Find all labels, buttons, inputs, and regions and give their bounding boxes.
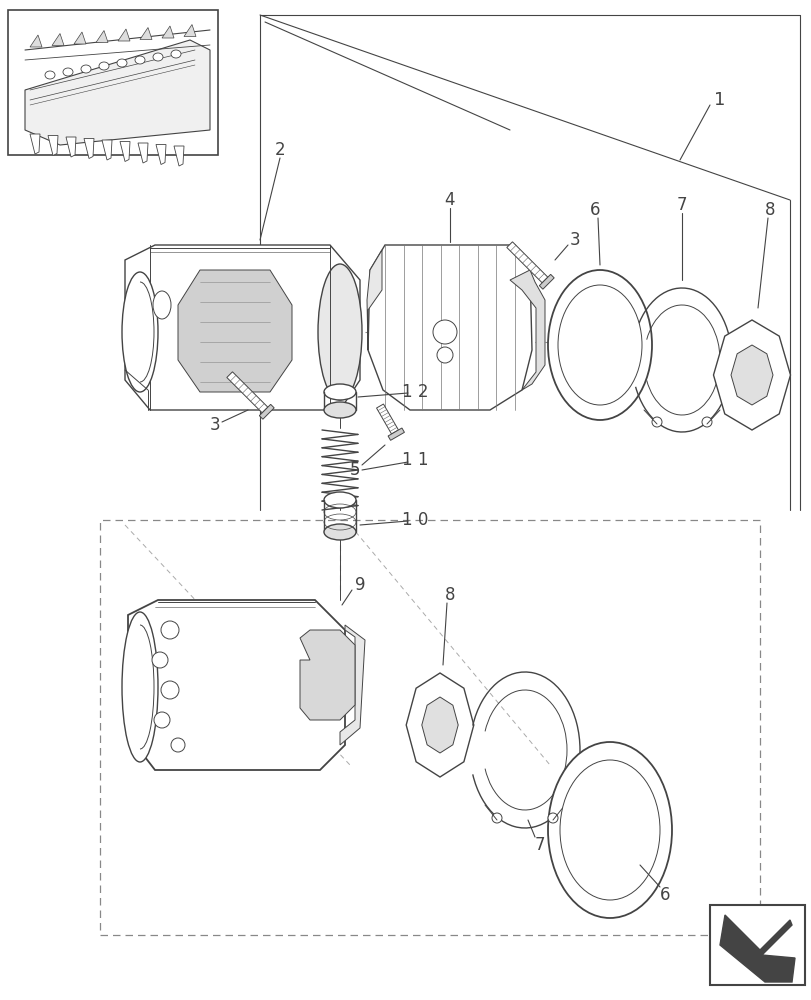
Polygon shape [509,270,544,390]
Text: 2: 2 [274,141,285,159]
Circle shape [702,417,711,427]
Polygon shape [139,28,152,40]
Polygon shape [52,34,64,46]
Ellipse shape [324,524,355,540]
Ellipse shape [324,492,355,508]
Polygon shape [730,345,772,405]
Polygon shape [138,143,148,163]
Circle shape [547,813,557,823]
Polygon shape [25,40,210,145]
Ellipse shape [152,53,163,61]
Text: 6: 6 [589,201,599,219]
Text: 7: 7 [534,836,544,854]
Circle shape [152,652,168,668]
Polygon shape [84,139,94,159]
Ellipse shape [135,56,145,64]
Ellipse shape [557,285,642,405]
Ellipse shape [318,264,362,400]
Ellipse shape [117,59,127,67]
Text: 1: 1 [714,91,725,109]
Circle shape [161,621,178,639]
Ellipse shape [122,272,158,392]
Text: 6: 6 [659,886,669,904]
Ellipse shape [99,62,109,70]
Polygon shape [388,428,404,440]
Text: 7: 7 [676,196,686,214]
Polygon shape [178,270,292,392]
Ellipse shape [45,71,55,79]
Bar [709,905,804,985]
Ellipse shape [547,742,672,918]
Circle shape [491,813,501,823]
Polygon shape [421,697,457,753]
Polygon shape [74,32,86,44]
Text: 3: 3 [209,416,220,434]
Polygon shape [719,915,794,982]
Bar [8,10,217,155]
Circle shape [432,320,457,344]
Circle shape [436,347,453,363]
Ellipse shape [324,384,355,400]
Polygon shape [118,29,130,41]
Polygon shape [30,35,42,47]
Polygon shape [102,140,112,160]
Polygon shape [48,136,58,156]
Circle shape [154,712,169,728]
Polygon shape [156,145,165,165]
Text: 5: 5 [350,461,360,479]
Polygon shape [506,242,547,283]
Polygon shape [226,372,268,413]
Text: 8: 8 [444,586,455,604]
Ellipse shape [547,270,651,420]
Ellipse shape [81,65,91,73]
Polygon shape [259,404,274,419]
Polygon shape [174,146,184,166]
Circle shape [161,681,178,699]
Circle shape [171,738,185,752]
Ellipse shape [324,402,355,418]
Ellipse shape [122,612,158,762]
Polygon shape [713,320,790,430]
Text: 1 0: 1 0 [401,511,427,529]
Ellipse shape [560,760,659,900]
Polygon shape [406,673,473,777]
Text: 9: 9 [354,576,365,594]
Text: 4: 4 [444,191,455,209]
Polygon shape [125,245,359,410]
Polygon shape [184,25,195,37]
Polygon shape [30,134,40,154]
Polygon shape [367,245,531,410]
Polygon shape [340,625,365,745]
Polygon shape [299,630,354,720]
Ellipse shape [63,68,73,76]
Text: 1 1: 1 1 [401,451,427,469]
Polygon shape [376,404,398,434]
Polygon shape [66,137,76,157]
Text: 3: 3 [569,231,580,249]
Circle shape [651,417,661,427]
Polygon shape [128,600,345,770]
Polygon shape [162,26,174,38]
Polygon shape [539,274,554,289]
Bar [100,520,759,935]
Text: 1 2: 1 2 [401,383,427,401]
Ellipse shape [152,291,171,319]
Polygon shape [120,142,130,162]
Ellipse shape [171,50,181,58]
Polygon shape [96,31,108,43]
Polygon shape [367,250,381,350]
Text: 8: 8 [764,201,775,219]
